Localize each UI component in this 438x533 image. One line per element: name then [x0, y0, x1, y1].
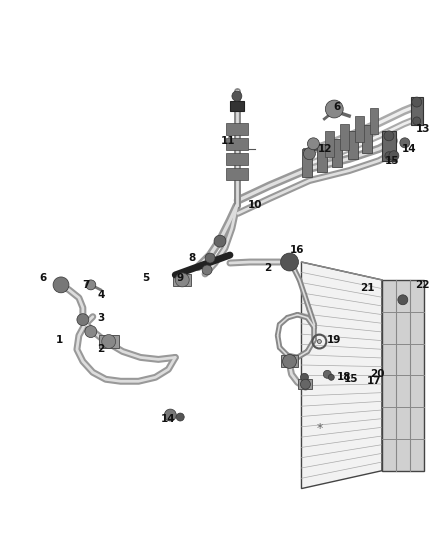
Bar — [99, 335, 119, 348]
Circle shape — [328, 374, 334, 380]
Circle shape — [77, 314, 89, 326]
Circle shape — [176, 413, 184, 421]
Bar — [281, 356, 298, 367]
Text: 18: 18 — [337, 372, 351, 382]
Bar — [298, 379, 312, 389]
Text: 11: 11 — [221, 136, 235, 146]
Bar — [362, 125, 372, 153]
Text: 22: 22 — [416, 280, 430, 290]
Circle shape — [202, 265, 212, 275]
Circle shape — [400, 138, 410, 148]
Circle shape — [325, 100, 343, 118]
Text: 15: 15 — [344, 374, 358, 384]
Circle shape — [318, 340, 321, 343]
Bar — [318, 144, 327, 172]
Bar — [303, 149, 312, 176]
Circle shape — [205, 253, 215, 263]
Bar — [226, 123, 248, 135]
Circle shape — [283, 256, 296, 268]
Circle shape — [304, 148, 315, 160]
Bar — [370, 108, 378, 134]
Bar — [230, 101, 244, 111]
Text: 9: 9 — [177, 273, 184, 283]
Bar — [411, 97, 423, 125]
Text: 3: 3 — [97, 313, 104, 322]
Bar — [173, 274, 191, 286]
Circle shape — [412, 97, 422, 107]
Circle shape — [175, 273, 189, 287]
Text: 10: 10 — [247, 200, 262, 211]
Bar — [226, 168, 248, 180]
Circle shape — [53, 277, 69, 293]
Text: 6: 6 — [39, 273, 47, 283]
Circle shape — [283, 354, 297, 368]
Text: 7: 7 — [82, 280, 89, 290]
Text: 13: 13 — [416, 124, 430, 134]
Text: 15: 15 — [385, 156, 399, 166]
Circle shape — [384, 131, 394, 141]
Text: 6: 6 — [334, 102, 341, 112]
Bar — [382, 280, 424, 471]
Circle shape — [385, 152, 393, 160]
Bar — [355, 116, 364, 142]
Circle shape — [85, 326, 97, 337]
Text: 14: 14 — [161, 414, 176, 424]
Text: 16: 16 — [290, 245, 305, 255]
Text: 21: 21 — [360, 283, 374, 293]
Circle shape — [232, 91, 242, 101]
Text: 1: 1 — [55, 335, 63, 344]
Text: 2: 2 — [97, 344, 104, 354]
Circle shape — [300, 379, 311, 389]
Circle shape — [102, 335, 116, 349]
Circle shape — [413, 117, 421, 125]
Circle shape — [398, 295, 408, 305]
Bar — [348, 131, 358, 159]
Text: 17: 17 — [367, 376, 381, 386]
Text: *: * — [316, 423, 322, 435]
Bar — [226, 153, 248, 165]
Text: 4: 4 — [97, 290, 104, 300]
Circle shape — [323, 370, 331, 378]
Circle shape — [214, 235, 226, 247]
Bar — [325, 131, 334, 157]
Text: 5: 5 — [142, 273, 149, 283]
Circle shape — [300, 373, 308, 381]
Text: 2: 2 — [264, 263, 271, 273]
Circle shape — [307, 138, 319, 150]
Text: 14: 14 — [402, 144, 416, 154]
Bar — [340, 124, 349, 150]
Bar — [382, 131, 396, 160]
Bar — [332, 139, 342, 167]
Circle shape — [281, 253, 298, 271]
Text: 12: 12 — [318, 144, 332, 154]
Text: 20: 20 — [370, 369, 384, 379]
Text: 19: 19 — [327, 335, 342, 344]
Circle shape — [86, 280, 96, 290]
Polygon shape — [301, 262, 382, 489]
Bar — [226, 138, 248, 150]
Circle shape — [164, 409, 176, 421]
Circle shape — [389, 151, 399, 160]
Text: 8: 8 — [188, 253, 196, 263]
